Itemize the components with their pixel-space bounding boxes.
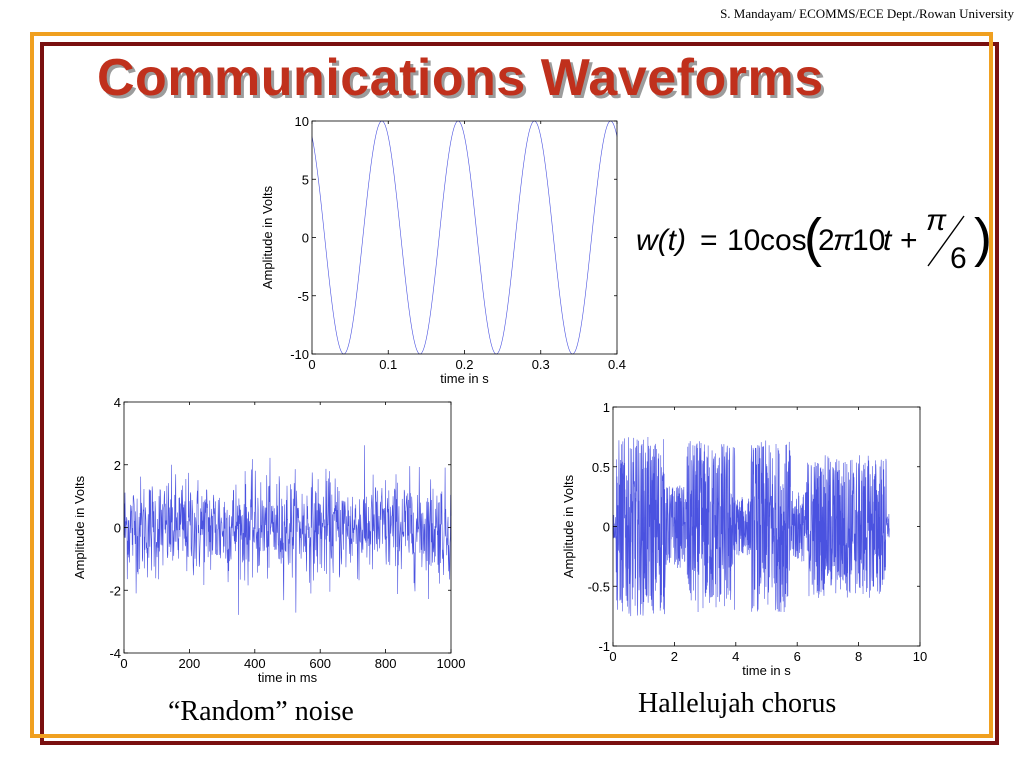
chorus-ytick-label: -1 <box>598 639 610 654</box>
sine-xlabel: time in s <box>440 371 489 386</box>
chorus-ytick-label: 1 <box>603 400 610 415</box>
noise-ytick-label: 4 <box>114 395 121 410</box>
sine-ytick-label: 0 <box>302 231 309 246</box>
sine-xtick-label: 0.3 <box>532 357 550 372</box>
noise-xtick-label: 0 <box>120 656 127 671</box>
chorus-xtick-label: 0 <box>609 649 616 664</box>
eq-coef: 10 <box>727 224 760 257</box>
eq-pi: π <box>833 224 854 257</box>
noise-xtick-label: 600 <box>309 656 331 671</box>
noise-ytick-label: 2 <box>114 458 121 473</box>
sine-series-line <box>311 120 618 355</box>
chorus-xtick-label: 2 <box>671 649 678 664</box>
chorus-series-line <box>612 436 890 617</box>
eq-plus: + <box>900 224 918 257</box>
sine-ylabel: Amplitude in Volts <box>260 185 275 289</box>
noise-ytick-label: -4 <box>109 646 121 661</box>
eq-func: cos <box>760 224 807 257</box>
sine-plot-frame <box>311 120 618 355</box>
chorus-xlabel: time in s <box>742 663 791 678</box>
chorus-ytick-label: 0.5 <box>592 460 610 475</box>
sine-xtick-label: 0 <box>308 357 315 372</box>
chorus-chart: 0 2 4 6 8 10 -1 -0.5 0 0.5 1 time in s Amplitude in … <box>561 400 927 678</box>
eq-num: π <box>926 204 947 237</box>
noise-ylabel: Amplitude in Volts <box>75 475 87 579</box>
chorus-caption: Hallelujah chorus <box>638 688 837 719</box>
noise-caption: “Random” noise <box>168 696 354 727</box>
chorus-xtick-label: 4 <box>732 649 739 664</box>
waveform-equation: w(t) = 10 cos ( 2 π 10 t + π 6 ) <box>636 204 992 275</box>
noise-xtick-label: 1000 <box>437 656 466 671</box>
outer-frame <box>40 42 999 745</box>
eq-fraction-slash <box>927 215 965 267</box>
credit-line: S. Mandayam/ ECOMMS/ECE Dept./Rowan Univ… <box>720 6 1014 21</box>
eq-open-paren: ( <box>804 208 822 268</box>
noise-xlabel: time in ms <box>258 670 318 685</box>
eq-two: 2 <box>818 224 835 257</box>
noise-ytick-label: -2 <box>109 583 121 598</box>
eq-lhs: w(t) <box>636 224 686 257</box>
sine-ytick-label: -5 <box>297 289 309 304</box>
chorus-xtick-label: 10 <box>913 649 927 664</box>
sine-xtick-label: 0.2 <box>455 357 473 372</box>
noise-xtick-label: 200 <box>179 656 201 671</box>
sine-xtick-label: 0.4 <box>608 357 626 372</box>
noise-ytick-label: 0 <box>114 521 121 536</box>
sine-ytick-label: 5 <box>302 172 309 187</box>
chorus-ytick-label: 0 <box>603 520 610 535</box>
eq-t: t <box>883 224 893 257</box>
noise-chart: 0 200 400 600 800 1000 -4 -2 0 2 4 time in ms Amplit… <box>75 395 466 685</box>
chorus-xtick-label: 6 <box>794 649 801 664</box>
eq-den: 6 <box>950 242 967 275</box>
noise-xtick-label: 800 <box>375 656 397 671</box>
eq-freq: 10 <box>852 224 885 257</box>
inner-frame <box>30 32 993 738</box>
chorus-xtick-label: 8 <box>855 649 862 664</box>
slide-title: Communications Waveforms <box>97 49 824 107</box>
sine-chart: 0 0.1 0.2 0.3 0.4 -10 -5 0 5 10 time in s Amplitude… <box>260 114 626 386</box>
noise-series-line <box>123 445 452 615</box>
chorus-ylabel: Amplitude in Volts <box>561 474 576 578</box>
sine-ytick-label: 10 <box>295 114 309 129</box>
chorus-ytick-label: -0.5 <box>588 579 610 594</box>
sine-xtick-label: 0.1 <box>379 357 397 372</box>
noise-xtick-label: 400 <box>244 656 266 671</box>
eq-close-paren: ) <box>974 208 992 268</box>
sine-ytick-label: -10 <box>290 347 309 362</box>
eq-equals: = <box>700 224 718 257</box>
